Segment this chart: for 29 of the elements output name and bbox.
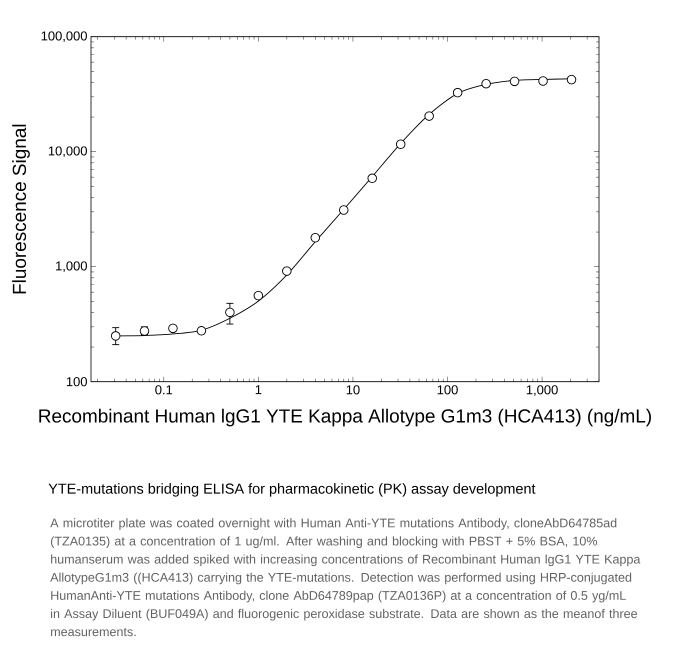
point xyxy=(196,326,206,336)
point xyxy=(282,266,292,276)
point xyxy=(254,290,264,300)
point xyxy=(396,140,406,150)
point xyxy=(538,76,548,86)
y-tick-label: 100 xyxy=(66,377,87,386)
x-tick-label: 1 xyxy=(256,385,262,394)
y-tick-label: 10,000 xyxy=(48,146,87,158)
point xyxy=(510,76,520,86)
x-axis-title: Recombinant Human lgG1 YTE Kappa Allotype G1m3 (HCA413) (ng/mL) xyxy=(39,408,651,426)
text: A microtiter plate was coated overnight with Human Anti-YTE mutations Antibody, cloneAbD64785ad (TZA0135) at a concentration of 1 ug/ml. After washing and blocking with PBST + 5% BSA, 10% humanserum was added spiked with increasing concentrations of Recombinant Human lgG1 YTE Kappa AllotypeG1m3 ((HCA413) carrying the YTE-mutations. Detection was performed using HRP-conjugated HumanAnti-YTE mutations Antibody, clone AbD64789pap (TZA0136P) at a concentration of 0.5 yg/mL in Assay Diluent (BUF049A) and fluorogenic peroxidase substrate. Data are shown as the meanof three measurements. xyxy=(50,518,640,636)
point xyxy=(168,324,178,334)
point xyxy=(367,174,377,184)
text: YTE-mutations bridging ELISA for pharmacokinetic (PK) assay development xyxy=(48,483,536,497)
point xyxy=(110,331,120,341)
y-axis-title: Fluorescence Signal xyxy=(12,124,30,294)
point xyxy=(452,88,462,98)
y-tick-label: 1,000 xyxy=(56,261,87,272)
x-tick-label: 10 xyxy=(346,385,360,394)
point xyxy=(225,308,235,318)
x-tick-label: 0.1 xyxy=(155,385,172,394)
point xyxy=(310,232,320,242)
x-tick-label: 1,000 xyxy=(526,385,558,396)
y-tick-label: 100,000 xyxy=(42,31,87,42)
point xyxy=(566,74,576,84)
point xyxy=(481,78,491,88)
point xyxy=(424,111,434,121)
x-tick-label: 100 xyxy=(438,385,458,394)
point xyxy=(339,205,349,215)
